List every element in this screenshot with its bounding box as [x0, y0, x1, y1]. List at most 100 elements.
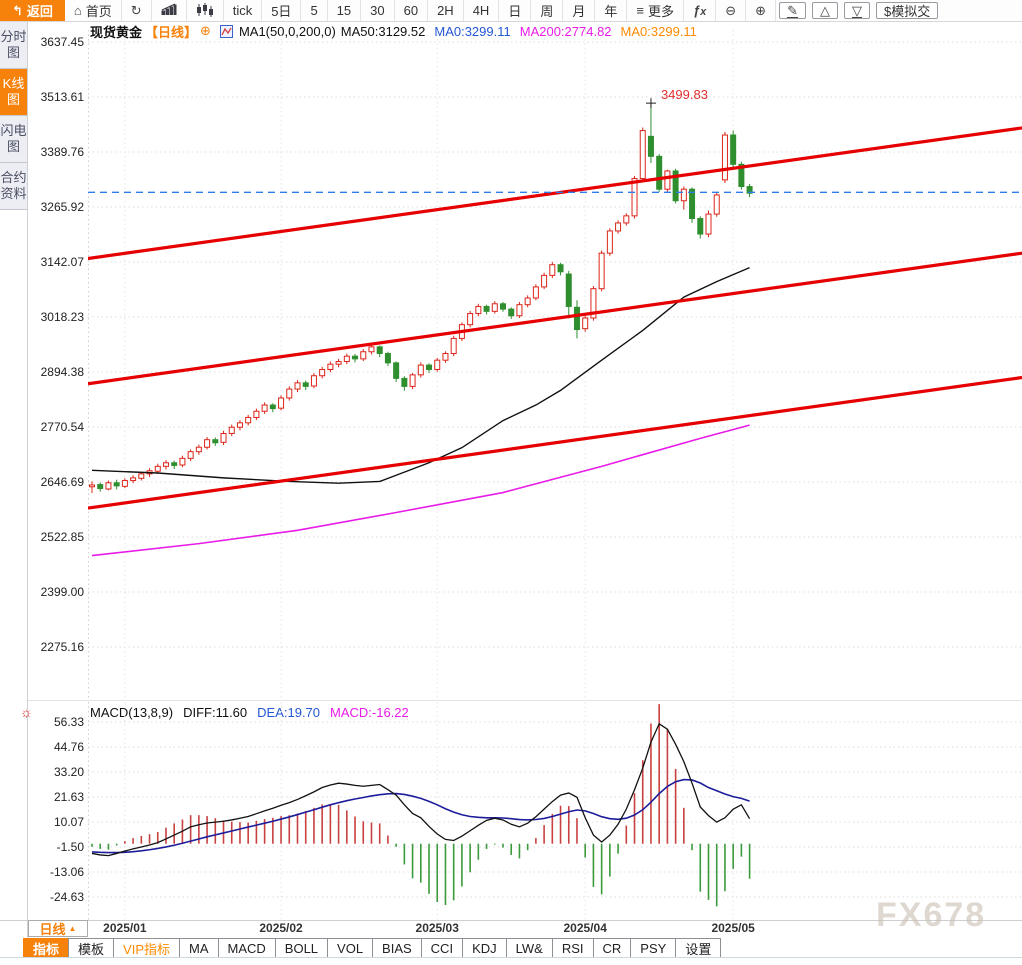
mini-chart-icon[interactable]: [219, 24, 233, 38]
zoom-out-button[interactable]: ⊖: [716, 0, 747, 21]
main-chart-svg[interactable]: 3499.83: [87, 30, 1022, 700]
ma0-value-blue: MA0:3299.11: [434, 23, 511, 39]
tab-CR[interactable]: CR: [592, 938, 632, 958]
price-axis-label: 3142.07: [40, 255, 84, 269]
toolbar-button-5[interactable]: 5: [301, 0, 328, 21]
ma200-value: MA200:2774.82: [519, 23, 612, 39]
menu-icon: ≡: [636, 3, 644, 18]
tab-模板[interactable]: 模板: [68, 938, 115, 958]
toolbar-label: 5日: [271, 4, 292, 19]
toolbar-button-30[interactable]: 30: [361, 0, 395, 21]
macd-diff-value: DIFF:11.60: [183, 704, 248, 720]
date-axis-label: 2025/02: [259, 921, 303, 935]
pane-divider[interactable]: [28, 700, 1022, 701]
tab-CCI[interactable]: CCI: [420, 938, 464, 958]
price-axis-label: 2894.38: [40, 365, 84, 379]
main-chart-canvas[interactable]: 3499.83: [87, 30, 1022, 700]
toolbar-button-月[interactable]: 月: [563, 0, 596, 21]
toolbar-button-$模拟交[interactable]: $模拟交: [875, 2, 939, 19]
macd-chart-canvas[interactable]: [88, 702, 1022, 920]
toolbar-button-4H[interactable]: 4H: [464, 0, 500, 21]
home-button[interactable]: ⌂ 首页: [65, 0, 122, 21]
macd-axis-label: 44.76: [53, 740, 84, 754]
bar-chart-icon: [161, 3, 177, 18]
date-axis-label: 2025/03: [415, 921, 459, 935]
menu-button[interactable]: ≡ 更多: [627, 0, 684, 21]
toolbar-button-60[interactable]: 60: [395, 0, 429, 21]
symbol-name: 现货黄金: [90, 24, 143, 40]
bar-chart-button[interactable]: [152, 0, 187, 21]
refresh-icon: ↻: [130, 3, 142, 18]
price-axis-label: 3389.76: [40, 145, 84, 159]
macd-axis-label: 21.63: [53, 790, 84, 804]
toolbar-label: 4H: [472, 3, 490, 18]
toolbar-label: 周: [540, 4, 554, 19]
tab-BIAS[interactable]: BIAS: [372, 938, 422, 958]
toolbar-label: 日: [508, 4, 522, 19]
tab-VOL[interactable]: VOL: [327, 938, 374, 958]
candlestick-button[interactable]: [187, 0, 224, 21]
macd-axis-label: 10.07: [53, 815, 84, 829]
price-axis-label: 2522.85: [40, 530, 84, 544]
sidebar-item-K线图[interactable]: K线图: [0, 69, 27, 116]
pencil-icon: ✎: [787, 2, 798, 18]
sidebar-item-分时图[interactable]: 分时图: [0, 22, 27, 69]
zoom-out-icon: ⊖: [725, 3, 737, 18]
tab-KDJ[interactable]: KDJ: [462, 938, 507, 958]
refresh-button[interactable]: ↻: [122, 0, 152, 21]
chart-title-row: 现货黄金 【日线】 ⊕ MA1(50,0,200,0) MA50:3129.52…: [90, 23, 697, 40]
period-label: 【日线】: [145, 24, 198, 40]
candles-layer: [89, 103, 753, 493]
period-dropdown-button[interactable]: 日线 ▲: [28, 920, 88, 937]
tab-PSY[interactable]: PSY: [630, 938, 677, 958]
trend-line: [87, 126, 1022, 261]
triangle-down-icon: ▽: [851, 2, 862, 18]
tab-LW&[interactable]: LW&: [505, 938, 553, 958]
macd-chart-svg[interactable]: [88, 702, 1022, 920]
triangle-down-button[interactable]: ▽: [843, 2, 870, 19]
macd-axis-label: -13.06: [49, 865, 84, 879]
indicator-tabs-row: 指标 模板 VIP指标 MA MACD BOLL VOL BIAS CCI KDJ LW& RSI CR…: [23, 938, 722, 958]
sidebar-item-闪电图[interactable]: 闪电图: [0, 116, 27, 163]
zoom-in-button[interactable]: ⊕: [746, 0, 777, 21]
toolbar-button-周[interactable]: 周: [531, 0, 564, 21]
axis-divider: [0, 920, 1022, 921]
toolbar-label: 30: [370, 3, 385, 18]
tab-BOLL[interactable]: BOLL: [274, 938, 329, 958]
toolbar-button-年[interactable]: 年: [595, 0, 628, 21]
tab-MA[interactable]: MA: [179, 938, 219, 958]
toolbar-button-5日[interactable]: 5日: [262, 0, 302, 21]
triangle-up-button[interactable]: △: [811, 2, 838, 19]
macd-params: MACD(13,8,9): [90, 704, 174, 720]
fx-button[interactable]: ƒx: [684, 0, 717, 21]
toolbar-button-2H[interactable]: 2H: [428, 0, 464, 21]
toolbar-button-日[interactable]: 日: [499, 0, 532, 21]
macd-dea-value: DEA:19.70: [257, 704, 321, 720]
indicator-settings-icon[interactable]: ☼: [20, 704, 33, 720]
high-marker: [645, 98, 656, 109]
ma50-line: [91, 266, 750, 484]
home-icon: ⌂: [73, 3, 82, 18]
toolbar-label: 更多: [647, 4, 674, 19]
price-axis-label: 2399.00: [40, 585, 84, 599]
chevron-up-icon: ▲: [68, 924, 77, 933]
price-axis-label: 3018.23: [40, 310, 84, 324]
pencil-button[interactable]: ✎: [779, 2, 806, 19]
tab-RSI[interactable]: RSI: [551, 938, 594, 958]
back-arrow-button[interactable]: ↰ 返回: [0, 0, 65, 21]
tab-VIP指标[interactable]: VIP指标: [113, 938, 180, 958]
watermark: FX678: [876, 896, 987, 934]
tab-指标[interactable]: 指标: [23, 938, 70, 958]
toolbar-button-tick[interactable]: tick: [224, 0, 263, 21]
tab-设置[interactable]: 设置: [675, 938, 722, 958]
add-compare-icon[interactable]: ⊕: [200, 23, 211, 38]
ma200-line: [91, 424, 750, 557]
toolbar-button-15[interactable]: 15: [328, 0, 362, 21]
price-axis-label: 2646.69: [40, 475, 84, 489]
top-toolbar: ↰ 返回 ⌂ 首页 ↻ tick 5日 5 15 30 60 2H 4H 日周月年 ≡ 更多 ƒx ⊖ ⊕ ✎ △ ▽ $模…: [0, 0, 1022, 22]
high-price-label: 3499.83: [661, 87, 708, 102]
tab-MACD[interactable]: MACD: [217, 938, 276, 958]
sidebar-item-合约资料[interactable]: 合约资料: [0, 163, 27, 210]
date-axis-label: 2025/04: [563, 921, 607, 935]
